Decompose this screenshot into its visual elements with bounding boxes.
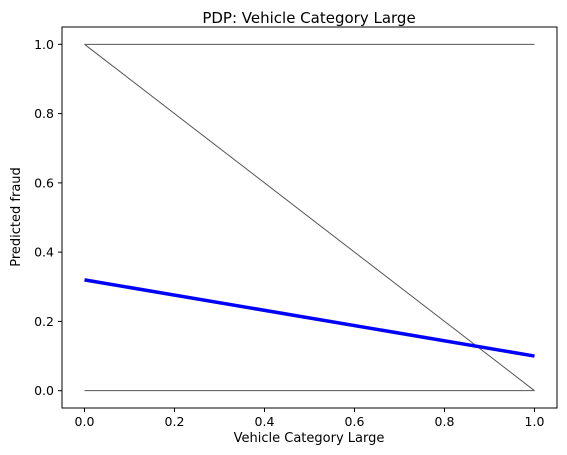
plot-area xyxy=(84,43,535,392)
x-tick-label: 1.0 xyxy=(525,414,545,429)
plot-frame xyxy=(61,26,558,409)
y-tick-label: 1.0 xyxy=(34,37,54,52)
x-tick-label: 0.4 xyxy=(255,414,275,429)
ice-line-2 xyxy=(84,43,535,392)
y-axis: 0.0 0.2 0.4 0.6 0.8 1.0 xyxy=(34,37,62,398)
y-tick-label: 0.8 xyxy=(34,106,54,121)
x-tick-label: 0.2 xyxy=(165,414,185,429)
y-tick-label: 0.6 xyxy=(34,175,54,190)
y-tick-label: 0.2 xyxy=(34,314,54,329)
chart-title: PDP: Vehicle Category Large xyxy=(202,9,415,27)
y-tick-label: 0.4 xyxy=(34,245,54,260)
y-axis-label: Predicted fraud xyxy=(9,167,24,267)
average-pdp-line xyxy=(84,278,535,358)
x-tick-label: 0.0 xyxy=(75,414,95,429)
y-tick-label: 0.0 xyxy=(34,383,54,398)
x-tick-label: 0.8 xyxy=(435,414,455,429)
x-tick-label: 0.6 xyxy=(345,414,365,429)
x-axis: 0.0 0.2 0.4 0.6 0.8 1.0 xyxy=(75,408,545,429)
x-axis-label: Vehicle Category Large xyxy=(234,431,385,446)
